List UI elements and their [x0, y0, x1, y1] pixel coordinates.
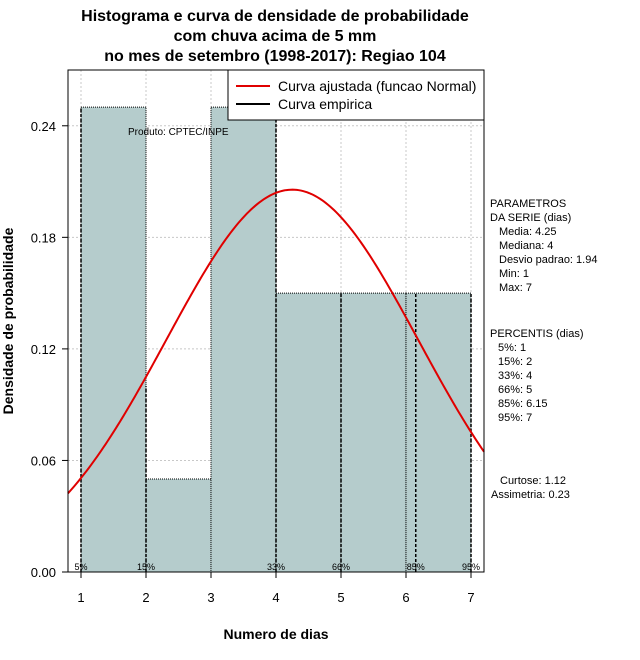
chart-title-line-3: no mes de setembro (1998-2017): Regiao 1…	[104, 48, 446, 65]
histogram-bar-3	[210, 106, 277, 573]
percentile-85: 85%: 6.15	[498, 398, 548, 410]
percentile-5: 5%: 1	[498, 342, 526, 354]
legend-box	[227, 69, 485, 121]
y-axis: 0.00 0.06 0.12 0.18 0.24	[31, 119, 68, 580]
legend-normal-label: Curva ajustada (funcao Normal)	[278, 78, 476, 94]
histogram-bar-2	[145, 478, 212, 573]
density-curve	[67, 188, 485, 495]
percentile-33: 33%: 4	[498, 370, 532, 382]
skewness-value: Assimetria: 0.23	[491, 489, 570, 501]
histogram-bar-5	[340, 292, 407, 573]
x-tick-label: 1	[77, 590, 84, 605]
y-tick-label: 0.06	[31, 453, 56, 468]
percentile-15: 15%: 2	[498, 356, 532, 368]
legend-empirical-label: Curva empirica	[278, 96, 372, 112]
y-axis-title: Densidade de probabilidade	[0, 227, 16, 414]
y-tick-label: 0.12	[31, 342, 56, 357]
x-tick-label: 5	[337, 590, 344, 605]
percentile-label-95: 95%	[462, 562, 480, 572]
normal-fit-curve	[67, 188, 485, 495]
producer-label: Produto: CPTEC/INPE	[128, 127, 229, 138]
percentiles-panel: PERCENTIS (dias) 5%: 1 15%: 2 33%: 4 66%…	[490, 328, 584, 424]
legend: Curva ajustada (funcao Normal) Curva emp…	[227, 69, 485, 121]
percentile-label-33: 33%	[267, 562, 285, 572]
percentile-label-15: 15%	[137, 562, 155, 572]
percentiles-title: PERCENTIS (dias)	[490, 328, 584, 340]
y-tick-label: 0.18	[31, 230, 56, 245]
percentile-95: 95%: 7	[498, 412, 532, 424]
parameters-title-2: DA SERIE (dias)	[490, 212, 571, 224]
param-media: Media: 4.25	[499, 226, 556, 238]
y-tick-label: 0.24	[31, 119, 56, 134]
param-mediana: Mediana: 4	[499, 240, 553, 252]
percentile-label-85: 85%	[407, 562, 425, 572]
param-max: Max: 7	[499, 282, 532, 294]
shape-stats-panel: Curtose: 1.12 Assimetria: 0.23	[491, 475, 570, 501]
chart-title-line-2: com chuva acima de 5 mm	[174, 28, 377, 45]
x-axis-title: Numero de dias	[223, 626, 328, 642]
x-tick-label: 6	[402, 590, 409, 605]
percentile-lines	[80, 107, 472, 572]
percentile-labels: 5% 15% 33% 66% 85% 95%	[74, 562, 480, 572]
parameters-title-1: PARAMETROS	[490, 198, 566, 210]
param-min: Min: 1	[499, 268, 529, 280]
kurtosis-value: Curtose: 1.12	[500, 475, 566, 487]
param-desvio: Desvio padrao: 1.94	[499, 254, 597, 266]
x-tick-label: 4	[272, 590, 279, 605]
histogram-bar-6	[405, 292, 472, 573]
percentile-label-5: 5%	[74, 562, 87, 572]
histogram-bar-1	[80, 106, 147, 573]
x-axis: 1 2 3 4 5 6 7	[77, 572, 475, 605]
chart-title-line-1: Histograma e curva de densidade de proba…	[81, 8, 469, 25]
histogram-bar-4	[275, 292, 342, 573]
percentile-66: 66%: 5	[498, 384, 532, 396]
series-parameters-panel: PARAMETROS DA SERIE (dias) Media: 4.25 M…	[490, 198, 597, 294]
x-tick-label: 2	[142, 590, 149, 605]
y-tick-label: 0.00	[31, 565, 56, 580]
percentile-label-66: 66%	[332, 562, 350, 572]
x-tick-label: 7	[467, 590, 474, 605]
x-tick-label: 3	[207, 590, 214, 605]
